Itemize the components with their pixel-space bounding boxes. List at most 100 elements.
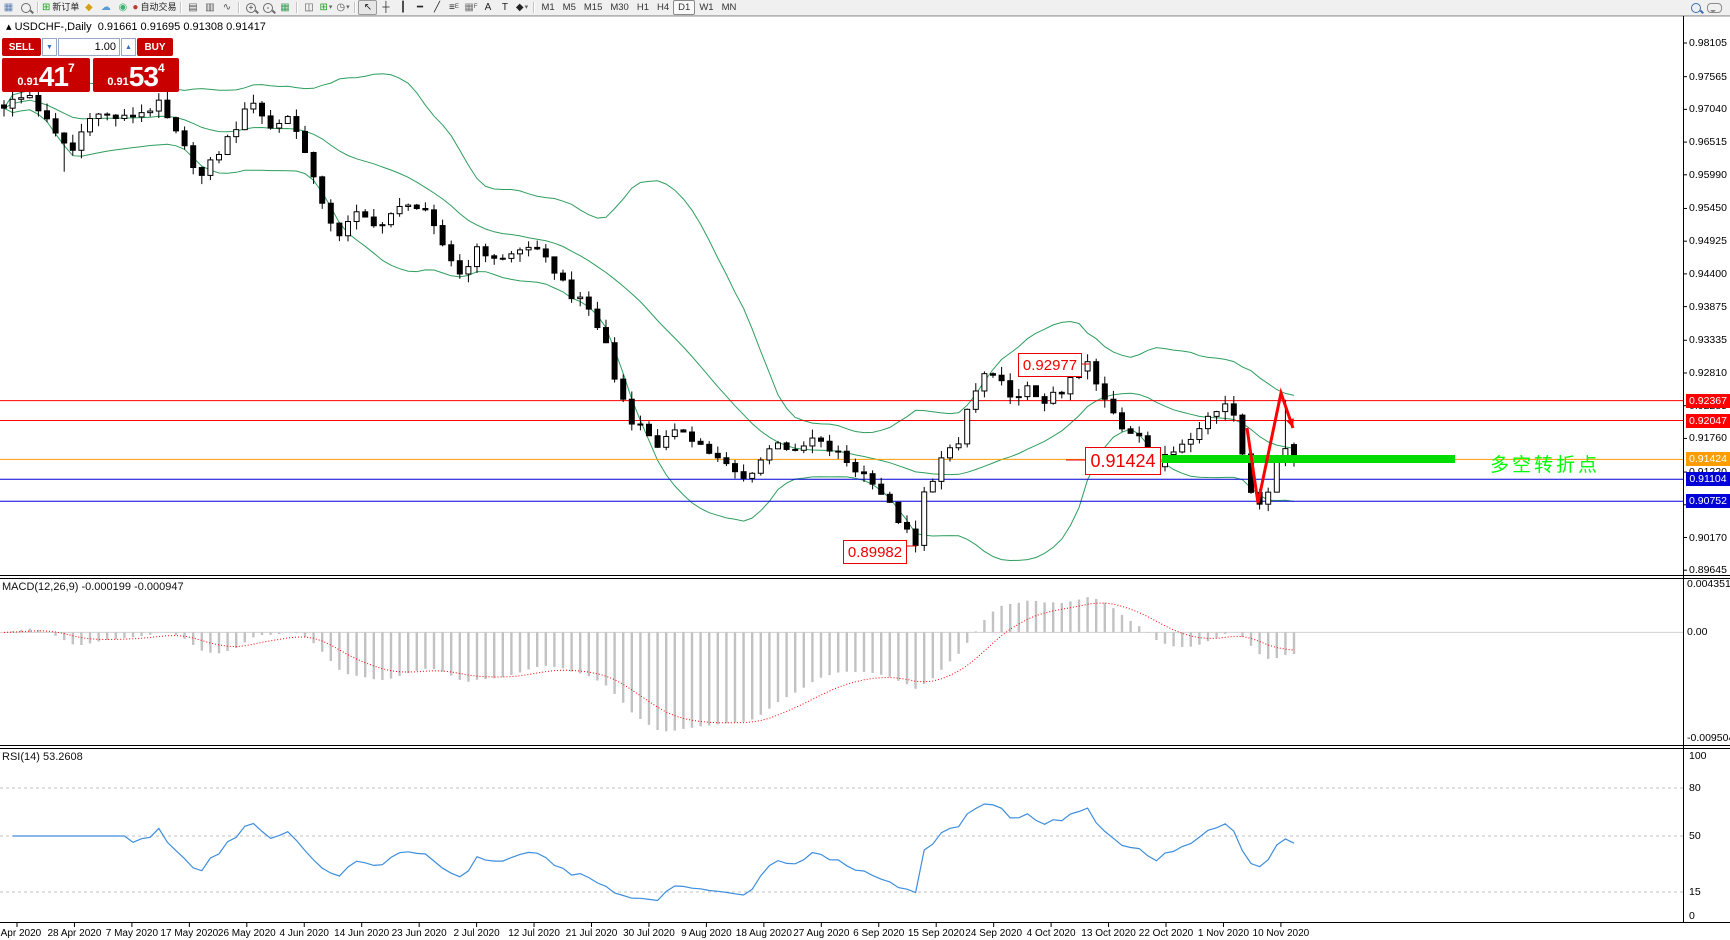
- lot-increase-button[interactable]: ▲: [121, 38, 136, 56]
- zoom-in-icon[interactable]: +: [242, 1, 259, 14]
- timeframe-m1[interactable]: M1: [541, 2, 555, 13]
- toolbar-separator: [533, 2, 535, 13]
- date-tick: 6 Sep 2020: [853, 928, 905, 939]
- timeframe-h4[interactable]: H4: [657, 2, 670, 13]
- one-click-trade-panel: SELL ▼ 1.00 ▲ BUY 0.91 41 7 0.91 53 4: [2, 38, 182, 92]
- search-icon[interactable]: [1691, 2, 1701, 13]
- new-order-icon[interactable]: ⊞ 新订单: [42, 2, 80, 13]
- date-tick: 27 Aug 2020: [793, 928, 850, 939]
- price-tick: 0.98105: [1689, 37, 1727, 49]
- sell-button[interactable]: SELL: [2, 38, 41, 56]
- date-tick: 21 Jul 2020: [565, 928, 618, 939]
- trend-arrow: [1245, 387, 1295, 504]
- signal-icon[interactable]: ◉: [118, 2, 128, 13]
- price-tick: 0.93875: [1689, 300, 1727, 313]
- vertical-line-icon[interactable]: ┃: [399, 2, 406, 13]
- bar-chart-icon[interactable]: ▤: [188, 2, 198, 13]
- horizontal-line-icon[interactable]: ━: [416, 2, 423, 13]
- text-label-icon[interactable]: T: [501, 2, 509, 13]
- timeframe-m30[interactable]: M30: [610, 2, 629, 13]
- sell-price-pip: 7: [67, 61, 75, 75]
- price-level-badge: 0.91104: [1686, 472, 1730, 487]
- date-tick: 1 Nov 2020: [1197, 928, 1250, 939]
- date-tick: 30 Jul 2020: [623, 928, 675, 939]
- timeframe-h1[interactable]: H1: [636, 2, 649, 13]
- date-tick: 2 Jul 2020: [453, 928, 500, 939]
- chat-icon[interactable]: [1707, 2, 1722, 13]
- price-level-badge: 0.92047: [1686, 413, 1730, 428]
- search-chart-icon[interactable]: [17, 1, 34, 14]
- macd-tick: 0.004351: [1687, 578, 1730, 590]
- add-indicator-icon[interactable]: ⊞ ▾: [319, 2, 333, 13]
- crosshair-icon[interactable]: ┼: [382, 2, 390, 13]
- tile-windows-icon[interactable]: ▦: [280, 2, 290, 13]
- pane-frames: [0, 15, 1730, 927]
- rsi-tick: 50: [1689, 830, 1701, 842]
- zoom-out-icon[interactable]: -: [259, 1, 276, 14]
- sell-price-main: 41: [38, 61, 69, 92]
- date-tick: 17 May 2020: [160, 928, 219, 939]
- lot-decrease-button[interactable]: ▼: [42, 38, 57, 56]
- sell-price-box[interactable]: 0.91 41 7: [2, 58, 90, 92]
- toolbar-separator: [354, 2, 356, 13]
- price-tick: 0.95450: [1689, 202, 1727, 215]
- annotation-note: 多空转折点: [1490, 455, 1601, 476]
- trendline-icon[interactable]: ╱: [433, 2, 440, 13]
- bollinger-bands: [3, 73, 1295, 562]
- fibonacci-icon[interactable]: ≡ E: [449, 2, 459, 13]
- date-tick: 18 Aug 2020: [735, 928, 792, 939]
- cursor-icon[interactable]: ↖: [358, 0, 378, 15]
- chart-window-icon[interactable]: ▦: [3, 2, 14, 13]
- date-tick: 23 Jun 2020: [391, 928, 447, 939]
- timeframe-mn[interactable]: MN: [721, 2, 737, 13]
- candlestick-icon[interactable]: ▥: [205, 2, 215, 13]
- timeframe-m5[interactable]: M5: [562, 2, 576, 13]
- gold-icon[interactable]: ◆: [85, 2, 93, 13]
- rsi-tick: 0: [1689, 910, 1695, 922]
- rsi-label: RSI(14) 53.2608: [2, 751, 83, 763]
- date-tick: 15 Sep 2020: [907, 928, 965, 939]
- annotations: [905, 363, 1455, 547]
- price-tick: 0.94400: [1689, 267, 1727, 280]
- date-tick: 4 Oct 2020: [1026, 928, 1076, 939]
- toolbar-separator: [296, 2, 298, 13]
- rsi-indicator: [0, 787, 1683, 902]
- line-chart-icon[interactable]: ∿: [222, 2, 232, 13]
- date-tick: 13 Oct 2020: [1081, 928, 1136, 939]
- toolbar-separator: [37, 2, 38, 13]
- cloud-icon[interactable]: ☁: [100, 2, 111, 13]
- price-tick: 0.96515: [1689, 136, 1727, 149]
- date-tick: 7 May 2020: [105, 928, 159, 939]
- test-forward-icon[interactable]: ◫: [304, 2, 314, 13]
- rsi-tick: 15: [1689, 886, 1701, 898]
- date-tick: 26 May 2020: [217, 928, 276, 939]
- arrows-icon[interactable]: ◆ ▾: [515, 2, 529, 13]
- chart-marker-icon: ▴: [6, 21, 12, 33]
- price-tick: 0.89645: [1689, 564, 1727, 577]
- period-clock-icon[interactable]: ◷ ▾: [336, 2, 350, 13]
- text-icon[interactable]: A: [484, 2, 492, 13]
- lot-size-input[interactable]: 1.00: [58, 38, 120, 56]
- rsi-tick: 100: [1689, 750, 1707, 762]
- buy-price-pip: 4: [157, 61, 165, 75]
- price-level-badge: 0.92367: [1686, 393, 1730, 408]
- price-annotation-label: 0.91424: [1085, 447, 1161, 475]
- autotrade-icon[interactable]: ● 自动交易: [132, 2, 177, 13]
- buy-button[interactable]: BUY: [137, 38, 173, 56]
- toolbar-separator: [180, 2, 182, 13]
- date-tick: 28 Apr 2020: [47, 928, 102, 939]
- timeframe-w1[interactable]: W1: [699, 2, 714, 13]
- price-tick: 0.94925: [1689, 235, 1727, 248]
- buy-price-box[interactable]: 0.91 53 4: [93, 58, 179, 92]
- date-tick: 9 Apr 2020: [0, 928, 42, 939]
- grid-icon[interactable]: ▦ F: [464, 2, 478, 13]
- timeframe-d1[interactable]: D1: [673, 0, 696, 15]
- date-tick: 14 Jun 2020: [334, 928, 390, 939]
- price-annotation-label: 0.89982: [843, 540, 907, 564]
- date-tick: 4 Jun 2020: [279, 928, 330, 939]
- date-tick: 9 Aug 2020: [681, 928, 732, 939]
- price-tick: 0.93335: [1689, 334, 1727, 347]
- level-lines: [0, 400, 1683, 502]
- timeframe-m15[interactable]: M15: [583, 2, 603, 13]
